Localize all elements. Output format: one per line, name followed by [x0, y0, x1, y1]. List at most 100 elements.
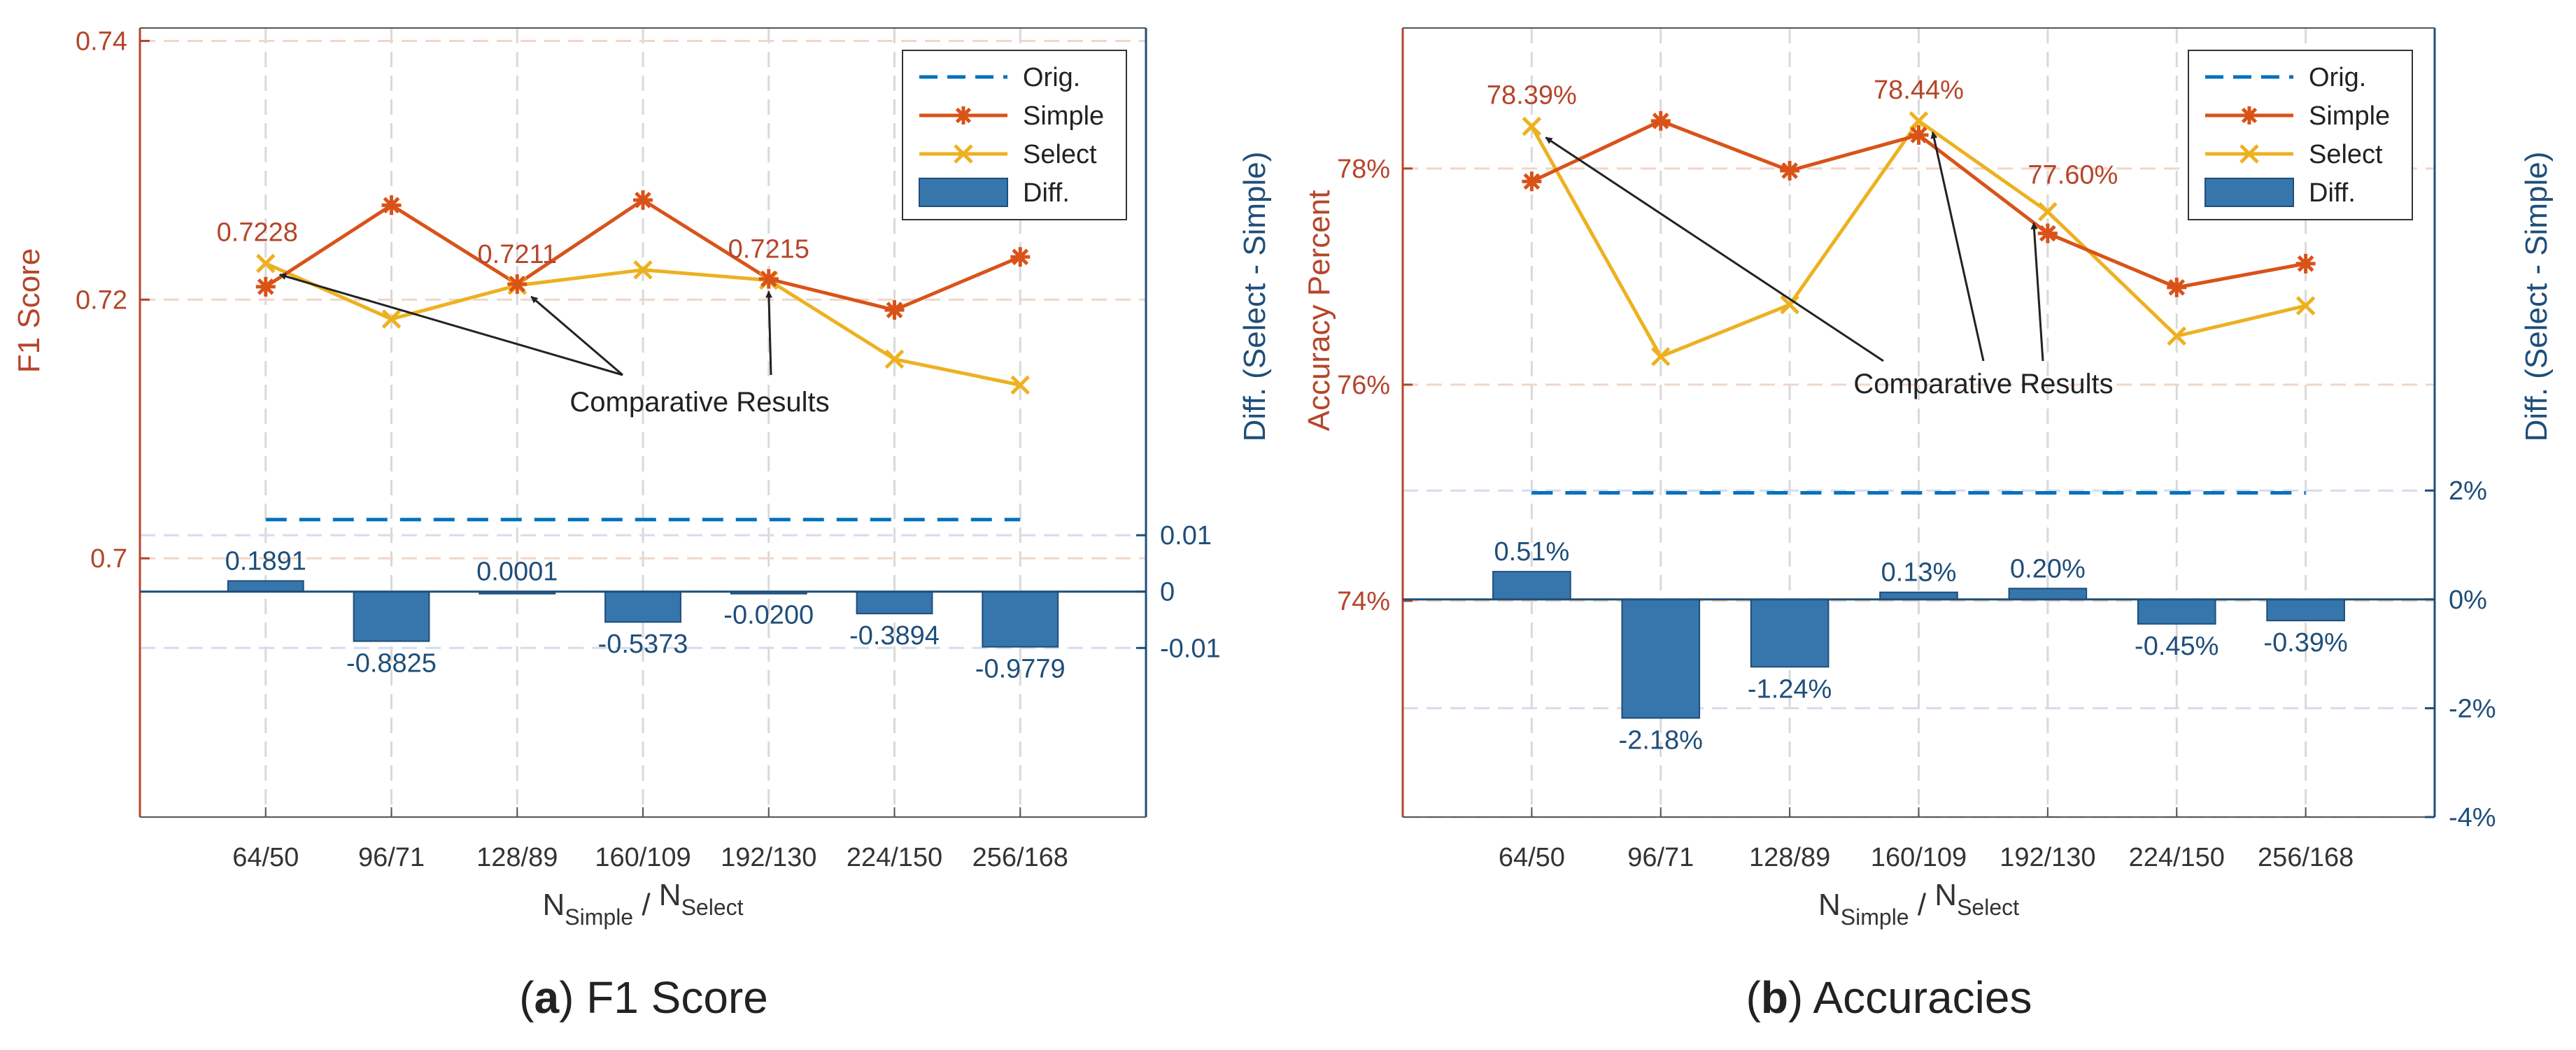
annotation-text: Comparative Results: [569, 387, 829, 418]
simple-point: [2167, 277, 2187, 297]
legend-label-simple: Simple: [2309, 101, 2390, 131]
x-tick-label: 256/168: [972, 843, 1068, 872]
y-tick-label-left: 78%: [1337, 155, 1390, 184]
x-tick-label: 256/168: [2258, 843, 2354, 872]
legend-label-orig: Orig.: [1023, 63, 1080, 92]
y-tick-label-left: 0.7: [90, 544, 127, 574]
legend-label-orig: Orig.: [2309, 63, 2366, 92]
point-value-label: 78.44%: [1874, 76, 1964, 105]
diff-bar: [353, 590, 430, 642]
x-tick-label: 96/71: [1627, 843, 1694, 872]
point-value-label: 77.60%: [2027, 161, 2118, 190]
simple-point: [255, 276, 276, 297]
bar-value-label: 0.1891: [225, 546, 306, 576]
diff-bar: [1492, 571, 1571, 600]
x-axis-label-sub1: Simple: [1841, 904, 1909, 930]
select-point: [2295, 296, 2316, 315]
y-tick-label-right: 0.01: [1160, 521, 1212, 551]
y-axis-label-left: F1 Score: [12, 248, 46, 374]
annotation-arrow: [1930, 131, 1985, 362]
x-axis-label-base1: N: [543, 888, 565, 922]
bar-value-label: 0.0001: [476, 558, 558, 587]
x-tick-label: 128/89: [1749, 843, 1830, 872]
annotation-arrow: [278, 273, 623, 376]
bar-value-label: -0.5373: [598, 630, 688, 659]
bar-value-label: 0.13%: [1881, 558, 1957, 588]
chart-panel-b: 74% 76% 78% -4% -2% 0% 2% 64/50 96/71 128/89 160/1…: [1302, 27, 2554, 1023]
bar-value-label: -0.9779: [975, 655, 1066, 684]
legend-label-select: Select: [2309, 140, 2383, 169]
y-tick-label-right: 0%: [2449, 586, 2487, 615]
select-point: [633, 260, 653, 280]
caption-letter: b: [1761, 972, 1788, 1023]
bar-value-label: -0.45%: [2135, 632, 2218, 661]
legend-marker-select: [2239, 144, 2259, 164]
x-axis-label-base2: N: [659, 878, 681, 912]
y-tick-label-left: 0.72: [76, 285, 127, 315]
select-point: [1010, 375, 1031, 395]
bar-value-label: 0.51%: [1494, 537, 1570, 567]
select-point: [1522, 116, 1542, 136]
bar-value-label: -1.24%: [1748, 674, 1832, 704]
x-tick-label: 224/150: [2129, 843, 2225, 872]
x-tick-label: 96/71: [358, 843, 425, 872]
legend-swatch-diff: [2205, 178, 2294, 207]
y-tick-label-right: -2%: [2449, 694, 2496, 723]
legend-label-select: Select: [1023, 140, 1097, 169]
legend: Orig. Simple Select Diff.: [2188, 50, 2413, 220]
simple-point: [381, 195, 402, 215]
x-tick-label: 64/50: [232, 843, 299, 872]
y-axis-label-right: Diff. (Select - Simple): [2519, 152, 2554, 442]
y-tick-label-left: 74%: [1337, 587, 1390, 616]
legend-label-diff: Diff.: [2309, 178, 2356, 208]
y-axis-label-left: Accuracy Percent: [1302, 190, 1336, 432]
bar-value-label: -0.3894: [849, 621, 940, 651]
x-tick-label: 192/130: [2000, 843, 2095, 872]
bar-value-label: -0.39%: [2263, 628, 2347, 658]
simple-point: [633, 190, 653, 210]
x-axis-label-sep: /: [633, 888, 659, 922]
y-tick-label-right: -0.01: [1160, 634, 1221, 663]
legend-marker-simple: [954, 106, 972, 125]
diff-bar: [2137, 598, 2216, 625]
annotation-arrow: [2030, 222, 2044, 362]
select-point: [2038, 201, 2058, 222]
simple-point: [2295, 253, 2316, 274]
x-axis-label-sub2: Select: [681, 895, 744, 920]
legend: Orig. Simple Select Diff.: [902, 50, 1127, 220]
x-tick-label: 224/150: [847, 843, 942, 872]
diff-bar: [1879, 591, 1958, 600]
figure-caption: (a) F1 Score: [519, 972, 768, 1023]
simple-point: [1522, 171, 1542, 192]
y-axis-label-right: Diff. (Select - Simple): [1238, 152, 1272, 442]
x-axis-label-sub1: Simple: [565, 904, 633, 930]
simple-point: [884, 300, 905, 320]
legend-label-simple: Simple: [1023, 101, 1104, 131]
y-tick-label-right: 2%: [2449, 476, 2487, 506]
bar-value-label: 0.20%: [2010, 554, 2086, 583]
x-axis-label: NSimple / NSelect: [1818, 878, 2019, 930]
x-tick-label: 192/130: [721, 843, 816, 872]
diff-bar: [227, 580, 304, 593]
x-tick-label: 160/109: [595, 843, 691, 872]
x-axis-label-base1: N: [1818, 888, 1841, 922]
point-value-label: 0.7228: [217, 218, 298, 248]
caption-text: Accuracies: [1813, 972, 2032, 1023]
annotation-arrow: [530, 295, 623, 376]
bar-value-label: -0.0200: [723, 600, 814, 630]
legend-marker-select: [954, 144, 973, 164]
x-tick-label: 160/109: [1871, 843, 1967, 872]
y-tick-label-left: 0.74: [76, 27, 127, 56]
x-tick-label: 128/89: [476, 843, 558, 872]
point-value-label: 0.7211: [478, 240, 557, 269]
x-tick-label: 64/50: [1499, 843, 1565, 872]
y-tick-label-right: -4%: [2449, 803, 2496, 832]
diff-bar: [982, 590, 1059, 648]
select-point: [1650, 346, 1671, 367]
select-point: [1909, 111, 1929, 131]
simple-point: [1909, 125, 1929, 145]
select-point: [1780, 295, 1799, 315]
simple-point: [1780, 160, 1800, 180]
simple-point: [1010, 247, 1031, 267]
legend-label-diff: Diff.: [1023, 178, 1070, 208]
